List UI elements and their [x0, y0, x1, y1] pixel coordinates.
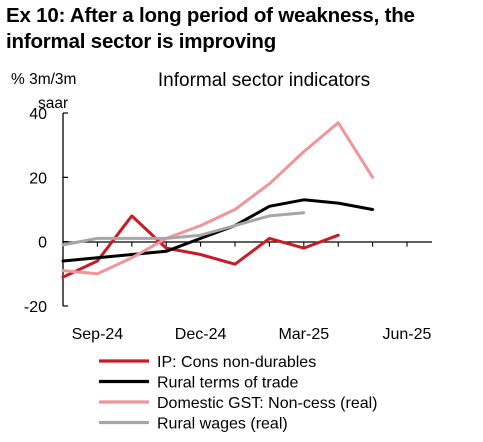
series-lines: [61, 121, 375, 279]
legend-label-rural-wages-real: Rural wages (real): [157, 416, 288, 433]
x-tick-label: Mar-25: [278, 326, 329, 343]
x-axis-ticks: Sep-24 Dec-24 Mar-25 Jun-25: [72, 241, 432, 343]
series-line-domestic-gst-non-cess-real: [61, 121, 375, 276]
y-axis-label-line-2: saar: [38, 95, 68, 112]
figure-title-line-2: informal sector is improving: [6, 30, 277, 53]
y-tick-label: 0: [38, 235, 47, 252]
legend-label-rural-terms-of-trade: Rural terms of trade: [157, 375, 298, 392]
series-line-rural-wages-real: [61, 211, 306, 247]
y-axis-label-line-1: % 3m/3m: [11, 71, 76, 88]
legend-label-ip-cons-non-durables: IP: Cons non-durables: [157, 354, 316, 371]
x-tick-label: Jun-25: [383, 326, 432, 343]
chart-title: Informal sector indicators: [158, 70, 370, 91]
figure-title-line-1: Ex 10: After a long period of weakness, …: [6, 4, 415, 27]
y-axis-ticks: 40 20 0 -20: [24, 106, 68, 316]
x-tick-label: Dec-24: [175, 326, 227, 343]
y-tick-label: 20: [29, 170, 47, 187]
x-tick-label: Sep-24: [72, 326, 124, 343]
series-line-rural-terms-of-trade: [61, 198, 375, 263]
y-tick-label: -20: [24, 299, 47, 316]
legend: IP: Cons non-durables Rural terms of trad…: [99, 354, 378, 433]
series-line-ip-cons-non-durables: [61, 214, 340, 279]
y-tick-label: 40: [29, 106, 47, 123]
figure-title: Ex 10: After a long period of weakness, …: [6, 3, 481, 55]
legend-label-domestic-gst-non-cess-real: Domestic GST: Non-cess (real): [157, 395, 378, 412]
